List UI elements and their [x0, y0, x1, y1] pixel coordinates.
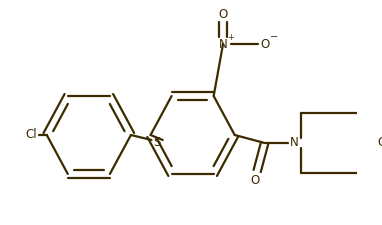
Text: O: O	[251, 173, 260, 187]
Text: N: N	[219, 38, 227, 51]
Text: +: +	[227, 33, 234, 42]
Text: Cl: Cl	[26, 128, 37, 142]
Text: −: −	[270, 32, 278, 42]
Text: O: O	[261, 38, 270, 51]
Text: N: N	[290, 137, 299, 149]
Text: S: S	[154, 137, 161, 149]
Text: O: O	[219, 7, 228, 20]
Text: O: O	[377, 137, 382, 149]
